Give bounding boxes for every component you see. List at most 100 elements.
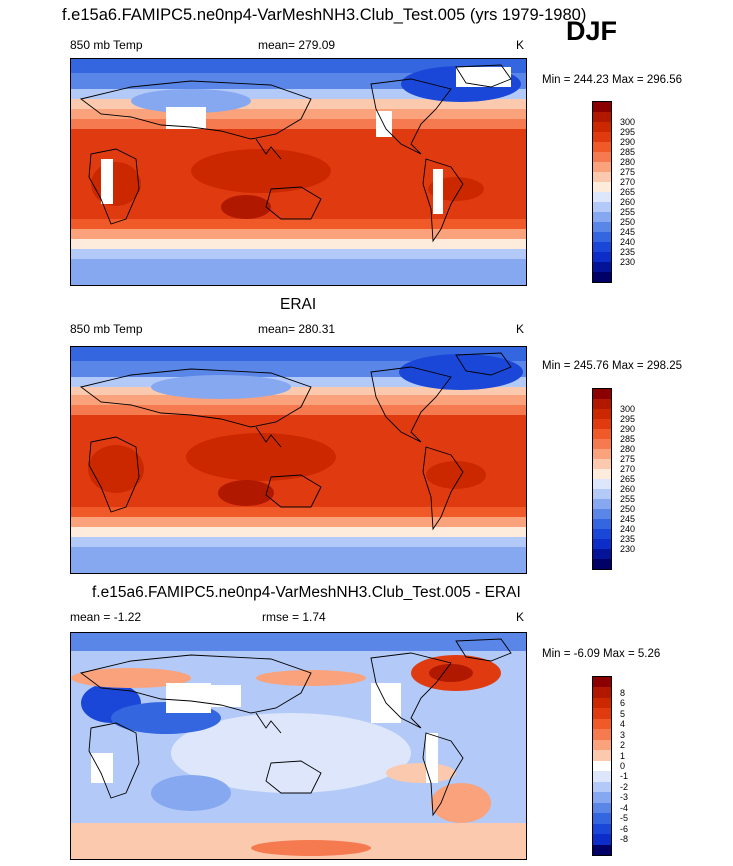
colorbar-swatch [593, 232, 611, 242]
panel2-mean-label: mean= 280.31 [258, 322, 336, 336]
colorbar-tick-label: 8 [620, 687, 626, 698]
colorbar-tick-label: 240 [620, 237, 636, 247]
panel2-units-label: K [516, 322, 525, 336]
colorbar-tick-label: -4 [620, 802, 629, 813]
panel2-colorbar [592, 388, 612, 570]
panel2-map-field [71, 347, 526, 573]
figure-title: f.e15a6.FAMIPC5.ne0np4-VarMeshNH3.Club_T… [62, 6, 587, 24]
colorbar-swatch [593, 212, 611, 222]
colorbar-tick-label: 3 [620, 729, 626, 740]
colorbar-swatch [593, 834, 611, 845]
colorbar-swatch [593, 419, 611, 429]
colorbar-tick-label: 295 [620, 414, 636, 424]
colorbar-swatch [593, 844, 611, 855]
panel3-map-field [71, 633, 526, 859]
colorbar-swatch [593, 132, 611, 142]
colorbar-swatch [593, 519, 611, 529]
panel1-mean-label: mean= 279.09 [258, 38, 336, 52]
panel1-colorbar [592, 101, 612, 283]
colorbar-tick-label: 300 [620, 117, 636, 127]
colorbar-swatch [593, 152, 611, 162]
colorbar-swatch [593, 459, 611, 469]
colorbar-tick-label: 260 [620, 484, 636, 494]
colorbar-tick-label: 235 [620, 534, 636, 544]
colorbar-swatch [593, 439, 611, 449]
colorbar-tick-label: 285 [620, 434, 636, 444]
colorbar-tick-label: 265 [620, 187, 636, 197]
colorbar-swatch [593, 242, 611, 252]
panel1-variable-label: 850 mb Temp [70, 38, 143, 52]
colorbar-swatch [593, 697, 611, 709]
colorbar-swatch [593, 823, 611, 835]
colorbar-tick-label: -1 [620, 771, 629, 782]
colorbar-tick-label: 0 [620, 761, 626, 771]
colorbar-swatch [593, 182, 611, 192]
colorbar-tick-label: 245 [620, 227, 636, 237]
panel1-minmax: Min = 244.23 Max = 296.56 [542, 74, 683, 86]
colorbar-swatch [593, 202, 611, 212]
colorbar-swatch [593, 792, 611, 803]
colorbar-swatch [593, 509, 611, 519]
panel3-colorbar [592, 676, 612, 856]
panel3-map [70, 632, 527, 860]
colorbar-swatch [593, 102, 611, 112]
colorbar-tick-label: 4 [620, 719, 626, 730]
colorbar-swatch [593, 192, 611, 202]
panel2-variable-label: 850 mb Temp [70, 322, 143, 336]
colorbar-swatch [593, 222, 611, 232]
colorbar-swatch [593, 729, 611, 740]
colorbar-tick-label: 6 [620, 698, 626, 709]
colorbar-tick-label: -6 [620, 823, 629, 834]
colorbar-tick-label: 280 [620, 157, 636, 167]
colorbar-tick-label: 235 [620, 247, 636, 257]
colorbar-tick-label: 265 [620, 474, 636, 484]
panel1-map [70, 58, 527, 286]
colorbar-tick-label: 250 [620, 504, 636, 514]
colorbar-swatch [593, 429, 611, 439]
colorbar-tick-label: 1 [620, 750, 626, 761]
colorbar-swatch [593, 122, 611, 132]
colorbar-tick-label: 280 [620, 444, 636, 454]
colorbar-swatch [593, 449, 611, 459]
colorbar-swatch [593, 409, 611, 419]
colorbar-tick-label: 300 [620, 404, 636, 414]
colorbar-tick-label: 250 [620, 217, 636, 227]
colorbar-swatch [593, 262, 611, 272]
panel3-mean-label: mean = -1.22 [70, 610, 142, 624]
panel3-units-label: K [516, 610, 525, 624]
colorbar-swatch [593, 677, 611, 688]
colorbar-tick-label: 240 [620, 524, 636, 534]
panel1-map-field [71, 59, 526, 285]
panel1-units-label: K [516, 38, 525, 52]
colorbar-swatch [593, 252, 611, 262]
colorbar-swatch [593, 162, 611, 172]
colorbar-tick-label: 230 [620, 544, 636, 554]
panel2-minmax: Min = 245.76 Max = 298.25 [542, 360, 683, 372]
colorbar-swatch [593, 389, 611, 399]
colorbar-swatch [593, 781, 611, 793]
colorbar-tick-label: 270 [620, 464, 636, 474]
colorbar-swatch [593, 750, 611, 761]
panel3-rmse-label: rmse = 1.74 [262, 610, 326, 624]
colorbar-tick-label: 255 [620, 494, 636, 504]
colorbar-swatch [593, 802, 611, 814]
colorbar-swatch [593, 469, 611, 479]
season-label: DJF [566, 16, 618, 46]
colorbar-tick-label: 245 [620, 514, 636, 524]
colorbar-tick-label: -3 [620, 792, 629, 803]
colorbar-tick-label: 230 [620, 257, 636, 267]
colorbar-tick-label: 285 [620, 147, 636, 157]
panel3-minmax: Min = -6.09 Max = 5.26 [542, 648, 661, 660]
colorbar-swatch [593, 479, 611, 489]
colorbar-swatch [593, 272, 611, 282]
colorbar-tick-label: 5 [620, 708, 626, 719]
colorbar-tick-label: 260 [620, 197, 636, 207]
panel3-heading: f.e15a6.FAMIPC5.ne0np4-VarMeshNH3.Club_T… [92, 584, 521, 601]
colorbar-swatch [593, 549, 611, 559]
colorbar-tick-label: -5 [620, 813, 629, 824]
colorbar-swatch [593, 499, 611, 509]
colorbar-swatch [593, 760, 611, 772]
colorbar-swatch [593, 142, 611, 152]
colorbar-swatch [593, 718, 611, 730]
colorbar-tick-label: 290 [620, 137, 636, 147]
